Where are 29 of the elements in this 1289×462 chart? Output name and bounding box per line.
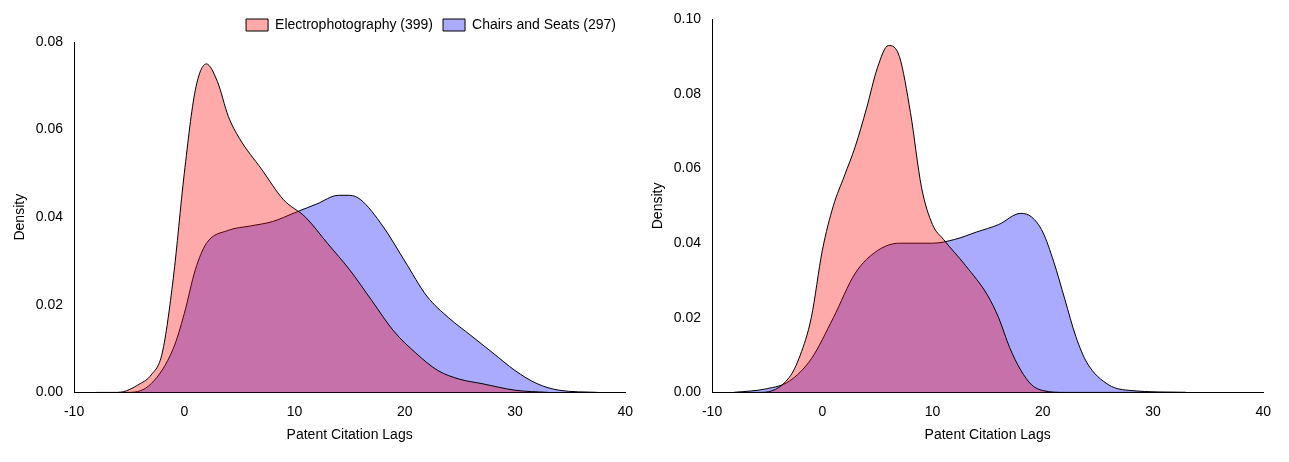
y-tick-label: 0.08 [673,84,702,101]
y-tick-label: 0.08 [35,32,64,49]
legend-label: Chairs and Seats (297) [472,15,616,32]
x-axis-title: Patent Citation Lags [924,426,1051,443]
x-tick-label: 30 [1145,402,1161,419]
x-tick-label: 40 [617,402,634,419]
y-tick-label: 0.02 [673,308,702,325]
legend-label: Electrophotography (399) [275,15,434,32]
y-tick-label: 0.00 [35,383,64,400]
x-axis-title: Patent Citation Lags [286,426,413,443]
y-axis-title: Density [11,193,28,241]
y-tick-label: 0.06 [673,159,702,176]
x-tick-label: 0 [180,402,189,419]
x-tick-label: 20 [396,402,413,419]
x-tick-label: 10 [924,402,941,419]
y-tick-label: 0.06 [35,120,64,137]
y-tick-label: 0.00 [673,383,702,400]
x-tick-label: -10 [63,402,85,419]
y-tick-label: 0.10 [673,10,702,27]
y-tick-label: 0.04 [35,208,64,225]
y-axis-title: Density [649,182,666,230]
x-tick-label: 40 [1255,402,1272,419]
x-tick-label: 10 [286,402,303,419]
x-tick-label: -10 [701,402,723,419]
x-tick-label: 20 [1034,402,1051,419]
x-tick-label: 30 [507,402,523,419]
x-tick-label: 0 [818,402,827,419]
y-tick-label: 0.02 [35,295,64,312]
y-tick-label: 0.04 [673,234,702,251]
